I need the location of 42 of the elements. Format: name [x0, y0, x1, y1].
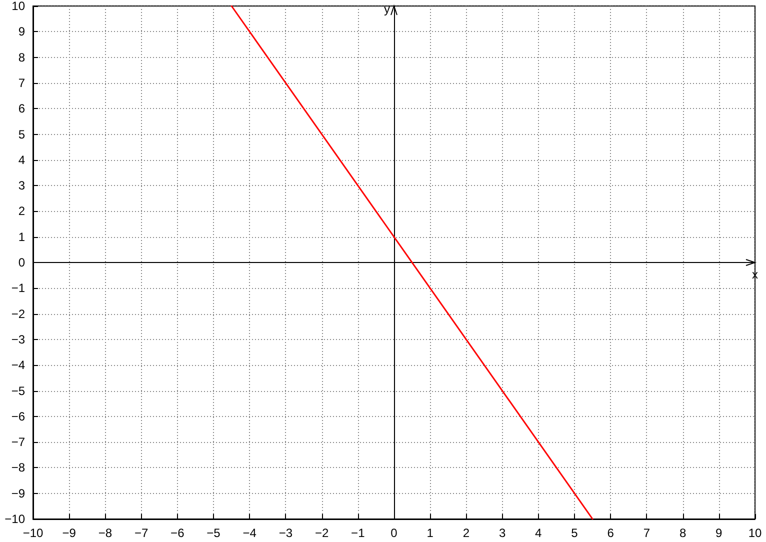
x-tick-label: −7	[134, 526, 148, 540]
y-tick-label: −10	[4, 512, 26, 526]
y-tick-label: −6	[11, 409, 26, 424]
x-tick-label: 2	[462, 526, 470, 540]
y-tick-label: 9	[18, 24, 26, 39]
y-tick-label: 3	[18, 178, 26, 193]
x-tick-label: −1	[351, 526, 366, 540]
x-tick-label: −6	[170, 526, 185, 540]
x-tick-label: −9	[62, 526, 76, 540]
x-tick-label: −2	[314, 526, 329, 540]
x-tick-label: 0	[390, 526, 398, 540]
y-tick-label: 0	[18, 256, 26, 270]
y-tick-label: 5	[18, 127, 26, 142]
y-tick-label: −8	[11, 460, 26, 475]
x-tick-label: 9	[716, 526, 723, 540]
y-tick-label: −3	[11, 332, 26, 346]
x-tick-label: −5	[206, 526, 221, 540]
x-tick-label: 6	[607, 526, 614, 540]
x-tick-label: 8	[679, 526, 686, 540]
x-tick-label: −8	[98, 526, 112, 540]
y-tick-label: 8	[18, 50, 26, 64]
y-tick-label: 2	[18, 204, 26, 218]
y-tick-label: −4	[11, 358, 26, 372]
x-tick-label: 3	[498, 526, 506, 540]
x-tick-label: −3	[278, 526, 293, 540]
y-axis-title: y	[384, 2, 390, 16]
x-tick-label: 7	[643, 526, 650, 540]
y-tick-label: 6	[18, 102, 26, 116]
x-tick-label: 1	[426, 526, 434, 540]
y-tick-label: −5	[11, 384, 26, 398]
y-tick-label: 4	[18, 152, 26, 167]
y-tick-label: −2	[11, 306, 26, 321]
y-tick-label: −1	[11, 281, 26, 296]
x-tick-label: 4	[535, 526, 542, 540]
y-tick-label: 10	[12, 0, 26, 13]
x-tick-label: 10	[748, 526, 762, 540]
y-tick-label: −7	[11, 435, 26, 450]
x-tick-label: 5	[571, 526, 578, 540]
x-tick-label: −4	[242, 526, 257, 540]
y-tick-label: 1	[18, 230, 26, 244]
y-tick-label: −9	[11, 486, 26, 500]
y-tick-label: 7	[18, 76, 26, 90]
